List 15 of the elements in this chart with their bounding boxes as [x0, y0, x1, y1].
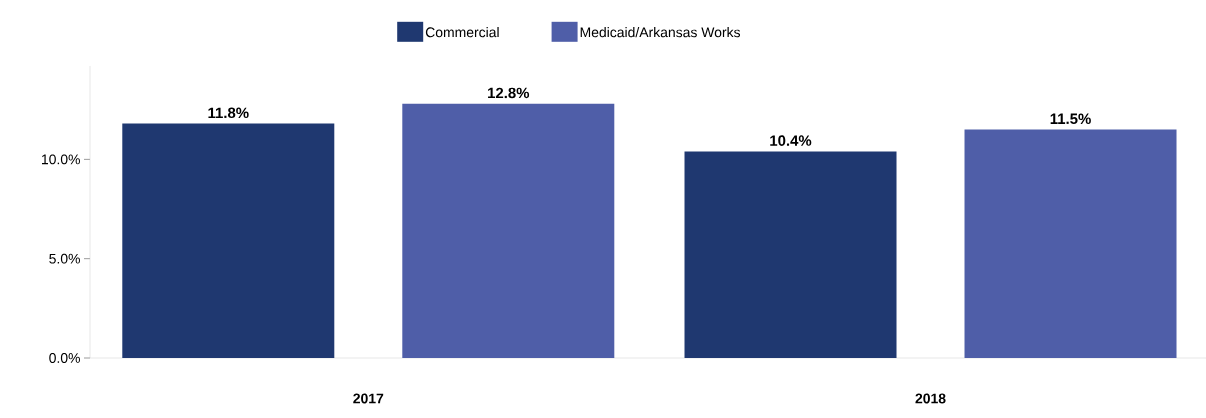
data-label: 11.8%: [208, 107, 249, 119]
bar: [684, 151, 897, 358]
data-label: 10.4%: [770, 135, 812, 146]
x-tick-label: 2017: [353, 393, 384, 404]
bar: [964, 129, 1177, 358]
data-label: 12.8%: [488, 87, 530, 99]
bar: [122, 123, 335, 358]
legend-label: Commercial: [425, 27, 499, 38]
x-tick-label: 2018: [915, 393, 946, 404]
y-tick-label: 10.0%: [41, 154, 80, 165]
bar: [402, 103, 615, 358]
data-label: 11.5%: [1050, 113, 1091, 125]
y-tick-label: 5.0%: [49, 253, 80, 264]
y-tick-label: 0.0%: [49, 353, 80, 363]
legend-label: Medicaid/Arkansas Works: [580, 27, 741, 38]
